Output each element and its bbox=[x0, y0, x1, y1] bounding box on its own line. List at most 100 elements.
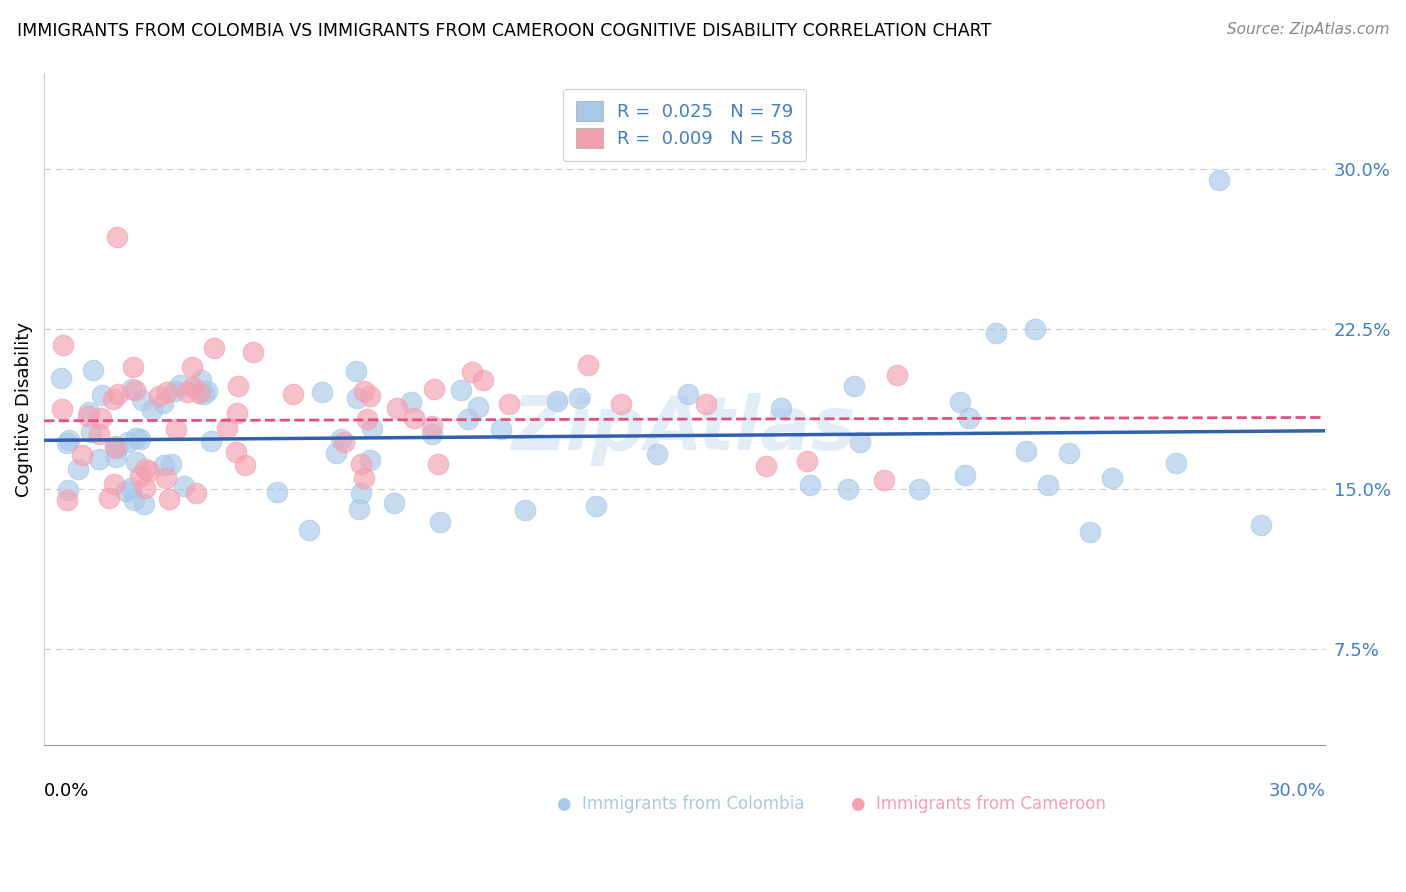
Point bbox=[799, 478, 821, 492]
Point bbox=[886, 368, 908, 382]
Point bbox=[842, 378, 865, 392]
Point bbox=[426, 457, 449, 471]
Point bbox=[467, 401, 489, 415]
Point bbox=[359, 453, 381, 467]
Point bbox=[202, 341, 225, 355]
Point bbox=[155, 471, 177, 485]
Point bbox=[66, 462, 89, 476]
Point bbox=[200, 434, 222, 449]
Point bbox=[128, 432, 150, 446]
Point bbox=[281, 386, 304, 401]
Point bbox=[457, 412, 479, 426]
Text: 0.0%: 0.0% bbox=[44, 782, 90, 800]
Point bbox=[97, 491, 120, 505]
Point bbox=[173, 478, 195, 492]
Point bbox=[399, 395, 422, 409]
Point bbox=[576, 358, 599, 372]
Point bbox=[138, 464, 160, 478]
Point bbox=[908, 482, 931, 496]
Point bbox=[121, 382, 143, 396]
Point bbox=[131, 392, 153, 407]
Text: ●  Immigrants from Cameroon: ● Immigrants from Cameroon bbox=[851, 796, 1107, 814]
Point bbox=[225, 406, 247, 420]
Point bbox=[117, 434, 139, 449]
Point bbox=[77, 409, 100, 423]
Point bbox=[107, 387, 129, 401]
Point bbox=[266, 485, 288, 500]
Point bbox=[1101, 471, 1123, 485]
Point bbox=[837, 482, 859, 496]
Point bbox=[311, 384, 333, 399]
Point bbox=[134, 481, 156, 495]
Point bbox=[226, 379, 249, 393]
Point bbox=[472, 373, 495, 387]
Point bbox=[160, 457, 183, 471]
Point bbox=[298, 524, 321, 538]
Point bbox=[568, 391, 591, 405]
Y-axis label: Cognitive Disability: Cognitive Disability bbox=[15, 321, 32, 497]
Point bbox=[180, 360, 202, 375]
Point bbox=[359, 389, 381, 403]
Point bbox=[82, 363, 104, 377]
Point bbox=[132, 497, 155, 511]
Point bbox=[645, 447, 668, 461]
Point bbox=[609, 397, 631, 411]
Point bbox=[1208, 172, 1230, 186]
Point bbox=[134, 462, 156, 476]
Point bbox=[157, 491, 180, 506]
Point bbox=[986, 326, 1008, 341]
Point bbox=[124, 383, 146, 397]
Point bbox=[1015, 443, 1038, 458]
Point bbox=[385, 401, 408, 415]
Point bbox=[105, 230, 128, 244]
Point bbox=[333, 435, 356, 450]
Point bbox=[90, 411, 112, 425]
Text: IMMIGRANTS FROM COLOMBIA VS IMMIGRANTS FROM CAMEROON COGNITIVE DISABILITY CORREL: IMMIGRANTS FROM COLOMBIA VS IMMIGRANTS F… bbox=[17, 22, 991, 40]
Point bbox=[125, 431, 148, 445]
Point bbox=[188, 385, 211, 400]
Point bbox=[242, 345, 264, 359]
Point bbox=[422, 382, 444, 396]
Point bbox=[152, 396, 174, 410]
Point bbox=[546, 393, 568, 408]
Point bbox=[121, 359, 143, 374]
Point bbox=[89, 452, 111, 467]
Point bbox=[120, 482, 142, 496]
Point bbox=[129, 469, 152, 483]
Point bbox=[360, 421, 382, 435]
Point bbox=[353, 470, 375, 484]
Point bbox=[349, 486, 371, 500]
Point bbox=[513, 503, 536, 517]
Point bbox=[195, 384, 218, 398]
Point bbox=[51, 401, 73, 416]
Point bbox=[1250, 518, 1272, 533]
Point bbox=[353, 384, 375, 398]
Point bbox=[104, 440, 127, 454]
Point bbox=[330, 432, 353, 446]
Point bbox=[153, 458, 176, 473]
Point bbox=[1036, 477, 1059, 491]
Point bbox=[382, 496, 405, 510]
Point bbox=[450, 384, 472, 398]
Point bbox=[344, 364, 367, 378]
Point bbox=[422, 419, 444, 434]
Point bbox=[585, 499, 607, 513]
Point bbox=[87, 427, 110, 442]
Point bbox=[79, 425, 101, 440]
Point bbox=[104, 440, 127, 454]
Point bbox=[953, 468, 976, 483]
Point bbox=[56, 436, 79, 450]
Point bbox=[233, 458, 256, 473]
Point bbox=[325, 445, 347, 459]
Point bbox=[49, 371, 72, 385]
Point bbox=[215, 421, 238, 435]
Point bbox=[176, 385, 198, 400]
Point bbox=[141, 402, 163, 417]
Point bbox=[429, 515, 451, 529]
Point bbox=[356, 412, 378, 426]
Point bbox=[350, 458, 373, 472]
Point bbox=[115, 483, 138, 498]
Point bbox=[848, 435, 870, 450]
Point bbox=[104, 450, 127, 464]
Point bbox=[125, 455, 148, 469]
